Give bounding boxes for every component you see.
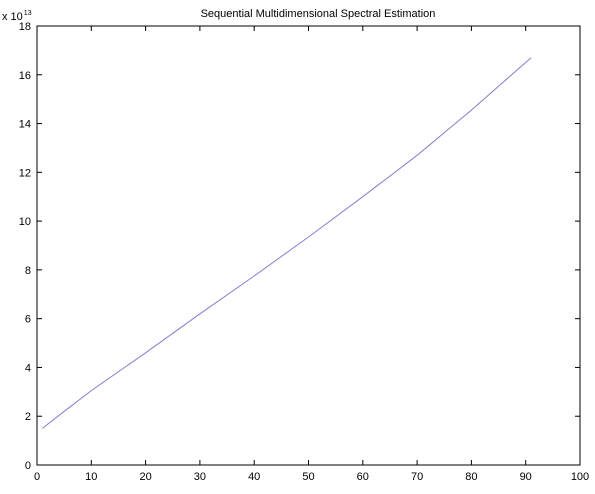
y-tick-label: 14 [19, 119, 31, 131]
y-axis-tick-labels: 0 2 4 6 8 10 12 14 16 18 [19, 21, 31, 472]
y-tick-label: 18 [19, 21, 31, 33]
y-axis-multiplier: x 1013 [2, 10, 32, 23]
y-tick-label: 4 [25, 362, 31, 374]
y-tick-label: 16 [19, 70, 31, 82]
x-tick-label: 20 [139, 471, 151, 483]
x-tick-label: 90 [520, 471, 532, 483]
x-tick-label: 10 [85, 471, 97, 483]
y-tick-label: 0 [25, 460, 31, 472]
y-axis-multiplier-base: x 10 [2, 11, 23, 23]
x-tick-label: 30 [194, 471, 206, 483]
series-line [42, 57, 532, 429]
x-tick-label: 80 [465, 471, 477, 483]
x-tick-label: 0 [34, 471, 40, 483]
y-tick-label: 6 [25, 314, 31, 326]
chart-title: Sequential Multidimensional Spectral Est… [201, 8, 436, 20]
plot-frame [36, 25, 581, 466]
x-tick-label: 60 [357, 471, 369, 483]
x-tick-label: 70 [411, 471, 423, 483]
y-tick-label: 12 [19, 167, 31, 179]
y-axis-multiplier-exponent: 13 [24, 10, 32, 17]
y-tick-label: 10 [19, 216, 31, 228]
x-tick-label: 100 [571, 471, 589, 483]
x-tick-label: 50 [302, 471, 314, 483]
x-tick-label: 40 [248, 471, 260, 483]
y-tick-label: 8 [25, 265, 31, 277]
series-layer [42, 57, 532, 429]
x-axis-tick-labels: 0 10 20 30 40 50 60 70 80 90 100 [34, 471, 589, 483]
y-tick-label: 2 [25, 411, 31, 423]
